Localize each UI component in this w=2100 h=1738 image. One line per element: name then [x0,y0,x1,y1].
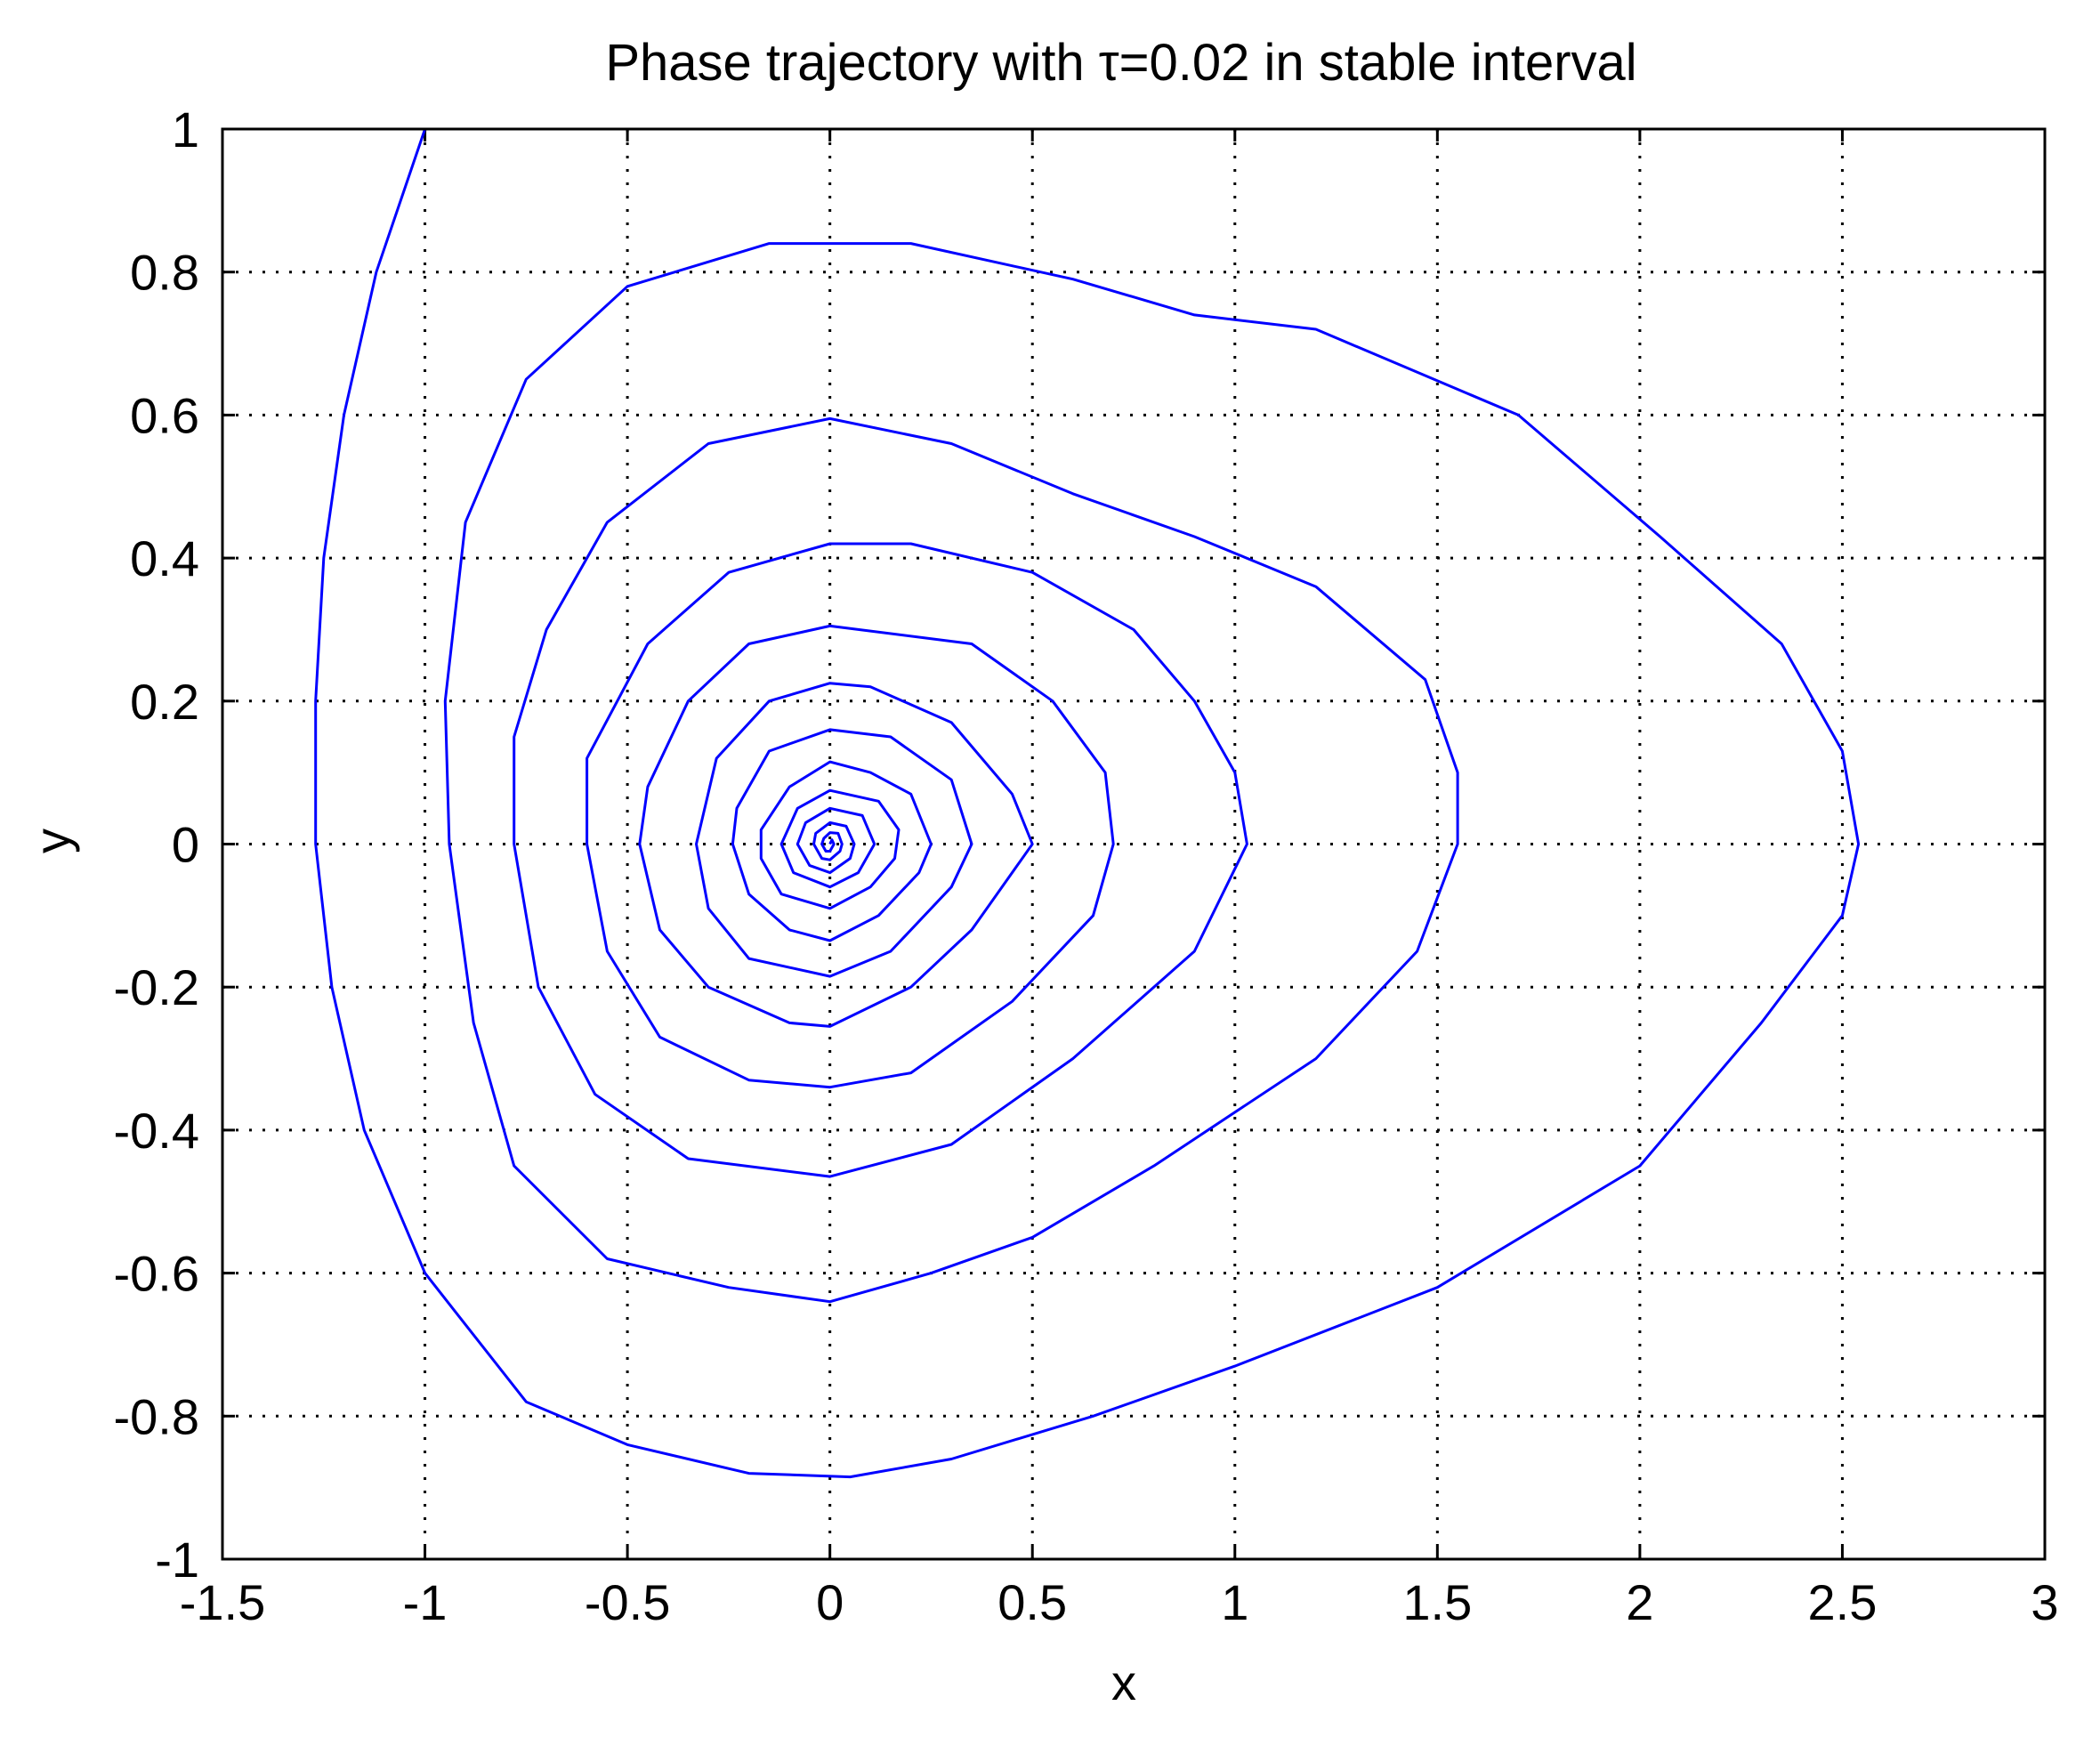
y-tick-label: -1 [155,1532,199,1588]
y-tick-label: -0.6 [114,1246,200,1302]
trajectory-line [314,128,1861,1479]
x-tick-label: 0 [816,1574,844,1630]
y-tick-label: -0.2 [114,959,200,1015]
grid-lines [221,127,2047,1561]
x-tick-label: -1 [403,1574,448,1630]
x-tick-label: 1 [1221,1574,1248,1630]
x-tick-labels: -1.5 -1 -0.5 0 0.5 1 1.5 2 2.5 3 [180,1574,2059,1630]
y-axis-label: y [24,829,80,853]
y-tick-label: 0.2 [130,674,199,730]
y-tick-label: -0.8 [114,1388,200,1444]
x-tick-label: 1.5 [1402,1574,1472,1630]
y-tick-label: 0.6 [130,387,199,443]
y-tick-labels: -1 -0.8 -0.6 -0.4 -0.2 0 0.2 0.4 0.6 0.8 1 [114,101,200,1588]
y-tick-label: 0.8 [130,245,199,301]
plot-series [314,128,1861,1479]
chart-title: Phase trajectory with τ=0.02 in stable i… [605,34,1636,92]
y-tick-label: -0.4 [114,1103,200,1159]
x-tick-label: 2.5 [1808,1574,1878,1630]
x-axis-label: x [1111,1654,1136,1710]
y-tick-label: 0.4 [130,530,199,586]
plot-frame [221,127,2047,1561]
x-tick-label: 2 [1626,1574,1653,1630]
x-tick-label: 0.5 [998,1574,1067,1630]
y-tick-label: 0 [172,817,199,873]
x-tick-label: -1.5 [180,1574,266,1630]
x-tick-label: -0.5 [585,1574,671,1630]
x-tick-label: 3 [2031,1574,2058,1630]
y-tick-label: 1 [172,101,199,158]
